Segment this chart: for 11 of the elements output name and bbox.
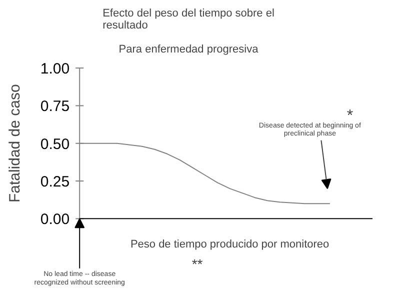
y-axis-title: Fatalidad de caso bbox=[6, 84, 24, 203]
y-tick-label: 1.00 bbox=[40, 60, 70, 78]
y-tick-label: 0.00 bbox=[40, 211, 70, 228]
chart-subtitle: Para enfermedad progresiva bbox=[118, 44, 260, 56]
text: * bbox=[346, 108, 354, 125]
y-tick-label: 0.25 bbox=[40, 174, 70, 191]
chart-title: Efecto del peso del tiempo sobre el resultado bbox=[102, 8, 274, 32]
x-axis-title: Peso de tiempo producido por monitoreo bbox=[130, 238, 330, 250]
y-tick-label: 0.75 bbox=[40, 98, 70, 116]
text: ** bbox=[192, 256, 204, 272]
y-tick-label: 0.50 bbox=[40, 136, 70, 153]
